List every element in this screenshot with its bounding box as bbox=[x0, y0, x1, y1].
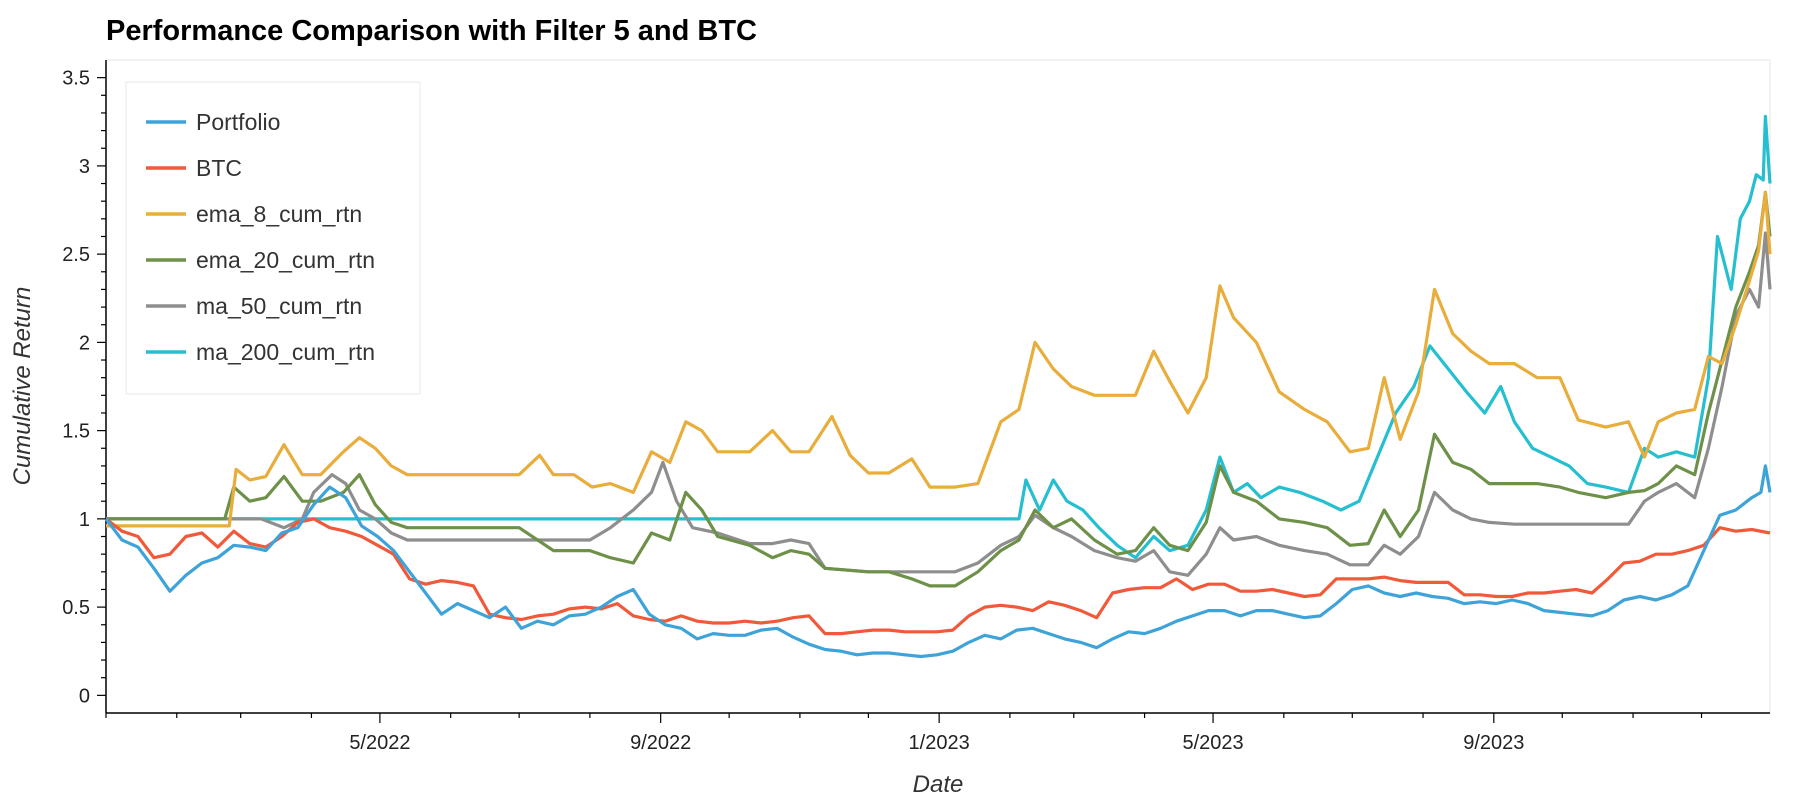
series-line-ema-8-cum-rtn bbox=[106, 190, 1772, 528]
y-tick-label: 2.5 bbox=[62, 244, 90, 266]
x-tick-label: 1/2023 bbox=[909, 732, 970, 754]
y-axis-label: Cumulative Return bbox=[9, 287, 36, 486]
series-line-ma-50-cum-rtn bbox=[106, 231, 1772, 577]
y-tick-label: 0.5 bbox=[62, 597, 90, 619]
series-line-ma-200-cum-rtn bbox=[106, 114, 1772, 560]
series-line-ema-20-cum-rtn bbox=[106, 190, 1772, 588]
series-lines bbox=[104, 114, 1772, 659]
x-tick-label: 9/2022 bbox=[630, 732, 691, 754]
y-tick-label: 3 bbox=[79, 156, 90, 178]
legend-label[interactable]: Portfolio bbox=[196, 109, 280, 135]
y-tick-label: 1 bbox=[79, 509, 90, 531]
x-tick-label: 5/2023 bbox=[1182, 732, 1243, 754]
x-axis-label: Date bbox=[913, 771, 964, 798]
y-axis: 0 0.5 1 1.5 2 2.5 3 3.5 bbox=[62, 60, 107, 713]
y-tick-label: 2 bbox=[79, 332, 90, 354]
y-tick-label: 0 bbox=[79, 685, 90, 707]
legend-label[interactable]: ema_20_cum_rtn bbox=[196, 247, 375, 273]
legend-label[interactable]: ma_200_cum_rtn bbox=[196, 339, 375, 365]
series-line-btc bbox=[105, 517, 1771, 636]
legend-label[interactable]: BTC bbox=[196, 155, 242, 181]
y-tick-label: 1.5 bbox=[62, 421, 90, 443]
legend[interactable]: Portfolio BTC ema_8_cum_rtn ema_20_cum_rtnm… bbox=[125, 81, 421, 395]
chart-title: Performance Comparison with Filter 5 and… bbox=[106, 15, 757, 47]
series-line-portfolio bbox=[104, 464, 1772, 659]
legend-box bbox=[125, 81, 421, 395]
x-axis: 5/2022 9/2022 1/2023 5/2023 9/2023 bbox=[105, 712, 1770, 754]
legend-label[interactable]: ma_50_cum_rtn bbox=[196, 293, 362, 319]
x-tick-label: 5/2022 bbox=[349, 732, 410, 754]
y-tick-label: 3.5 bbox=[62, 68, 90, 90]
legend-label[interactable]: ema_8_cum_rtn bbox=[196, 201, 362, 227]
x-tick-label: 9/2023 bbox=[1463, 732, 1524, 754]
